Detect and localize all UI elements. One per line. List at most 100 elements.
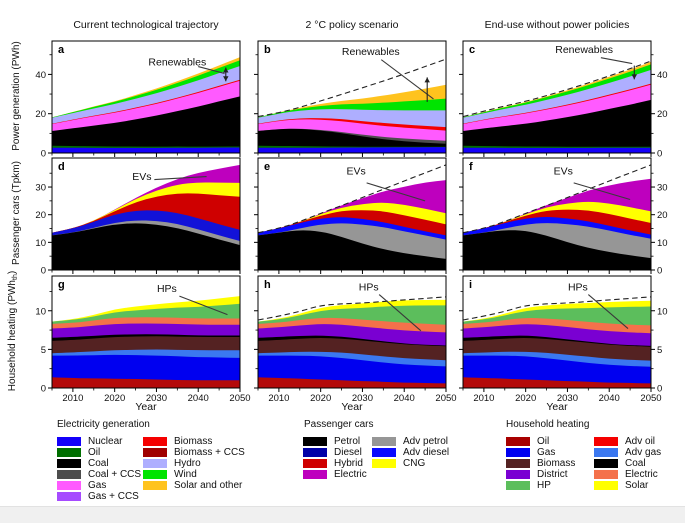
legend-item-label: HP (537, 480, 551, 491)
y-axis-label-heating-sub: th (12, 274, 19, 280)
annotation-leader-line (366, 182, 426, 202)
legend-swatch-biomass-ccs (143, 448, 167, 457)
legend-item-label: Gas + CCS (88, 491, 139, 502)
x-tick-label: 2020 (515, 393, 536, 404)
legend-swatch-electric (594, 470, 618, 479)
legend-header-heating: Household heating (506, 419, 590, 430)
panel-f: 0 10 20 30 EVs f (459, 157, 668, 277)
annotation-label: EVs (347, 166, 366, 178)
panel-letter-g: g (58, 279, 65, 291)
annotation-leader-line (154, 175, 207, 181)
chart-heating-enduse: 0 5 10 2010 2020 2030 2040 2050 HPs (459, 275, 668, 404)
legend-item-label: Coal + CCS (88, 469, 142, 480)
x-tick-label: 2020 (104, 393, 125, 404)
panel-frame (257, 275, 447, 389)
chart-cars-enduse: 0 10 20 30 EVs (459, 157, 668, 277)
chart-heating-2c: 2010 2020 2030 2040 2050 HPs (254, 275, 457, 404)
legend-item-label: Hydro (174, 458, 201, 469)
area-coal (463, 99, 651, 153)
legend-swatch-solar (594, 481, 618, 490)
y-tick-label-right: 5 (657, 345, 662, 356)
legend-item-label: Biomass + CCS (174, 447, 245, 458)
dashed-reference-line (462, 164, 652, 234)
panel-letter-e: e (264, 161, 271, 173)
legend-swatch-adv-gas (594, 448, 618, 457)
arrowhead-down (631, 74, 637, 80)
legend-item-label: Oil (537, 436, 550, 447)
annotation-label: EVs (554, 166, 573, 178)
annotation-label: EVs (132, 171, 151, 183)
legend-item-label: Solar and other (174, 480, 243, 491)
area-oil (463, 377, 651, 388)
y-tick-label-right: 30 (657, 183, 668, 194)
panel-frame (51, 275, 241, 389)
legend-swatch-gas (57, 481, 81, 490)
arrowhead-up (223, 67, 229, 73)
annotation-label: Renewables (555, 44, 613, 56)
y-tick-label-right: 0 (657, 384, 662, 395)
y-axis-label-heating-post: ) (7, 270, 18, 275)
panel-letter-c: c (469, 44, 476, 56)
x-tick-label: 2030 (146, 393, 167, 404)
arrowhead-down (223, 76, 229, 82)
dashed-reference-line (462, 60, 652, 118)
panel-letter-h: h (264, 279, 271, 291)
panel-letter-i: i (469, 279, 473, 291)
panel-c: 0 20 40 Renewables c (459, 40, 668, 160)
panel-h: 2010 2020 2030 2040 2050 HPs h (254, 275, 457, 404)
dashed-reference-line (257, 164, 447, 234)
legend-item-label: Gas (88, 480, 107, 491)
x-tick-label: 2030 (352, 393, 373, 404)
legend-swatch-nuclear (57, 437, 81, 446)
x-tick-label: 2040 (394, 393, 415, 404)
y-tick-label: 0 (41, 384, 46, 395)
arrowhead-up (424, 77, 430, 83)
y-axis-label-heating-pre: Household heating (PWh (7, 280, 18, 392)
area-nuclear (258, 147, 446, 153)
y-tick-label: 40 (35, 70, 46, 81)
annotation-leader-line (378, 294, 422, 332)
column-title-current: Current technological trajectory (73, 19, 219, 31)
legend-item-label: CNG (403, 458, 426, 469)
legend-item-label: Solar (625, 480, 649, 491)
y-tick-label-right: 0 (657, 149, 662, 160)
legend-item-label: Oil (88, 447, 101, 458)
panel-frame (462, 157, 652, 271)
legend-swatch-hp (506, 481, 530, 490)
annotation-label: Renewables (148, 57, 206, 69)
legend-item-label: Electric (625, 469, 658, 480)
legend-swatch-biomass (506, 459, 530, 468)
legend-swatch-diesel (303, 448, 327, 457)
annotation-label: HPs (157, 283, 177, 295)
legend-item-label: Adv gas (625, 447, 662, 458)
legend-item-label: Biomass (537, 458, 576, 469)
area-petrol (52, 223, 240, 270)
panel-frame (51, 157, 241, 271)
y-tick-label-right: 10 (657, 238, 668, 249)
chart-cars-2c: EVs (254, 157, 447, 274)
chart-power-2c: Renewables (254, 40, 447, 157)
area-petrol (258, 230, 446, 270)
y-tick-label: 20 (35, 109, 46, 120)
annotation-leader-line (573, 182, 631, 201)
legend-swatch-adv-diesel (372, 448, 396, 457)
y-tick-label-right: 0 (657, 266, 662, 277)
legend-swatch-district (506, 470, 530, 479)
x-tick-label: 2010 (62, 393, 83, 404)
x-tick-label: 2040 (599, 393, 620, 404)
legend-swatch-wind (143, 470, 167, 479)
area-petrol (463, 230, 651, 270)
y-tick-label: 10 (35, 306, 46, 317)
panel-e: EVs e (254, 157, 447, 274)
panel-frame (462, 275, 652, 389)
area-oil (258, 377, 446, 388)
legend-swatch-petrol (303, 437, 327, 446)
legend-item-label: Petrol (334, 436, 361, 447)
legend-swatch-adv-oil (594, 437, 618, 446)
legend-item-label: Coal (88, 458, 109, 469)
annotation-leader-line (587, 294, 629, 329)
x-tick-label: 2050 (229, 393, 250, 404)
panel-letter-b: b (264, 44, 271, 56)
legend-header-cars: Passenger cars (304, 419, 374, 430)
